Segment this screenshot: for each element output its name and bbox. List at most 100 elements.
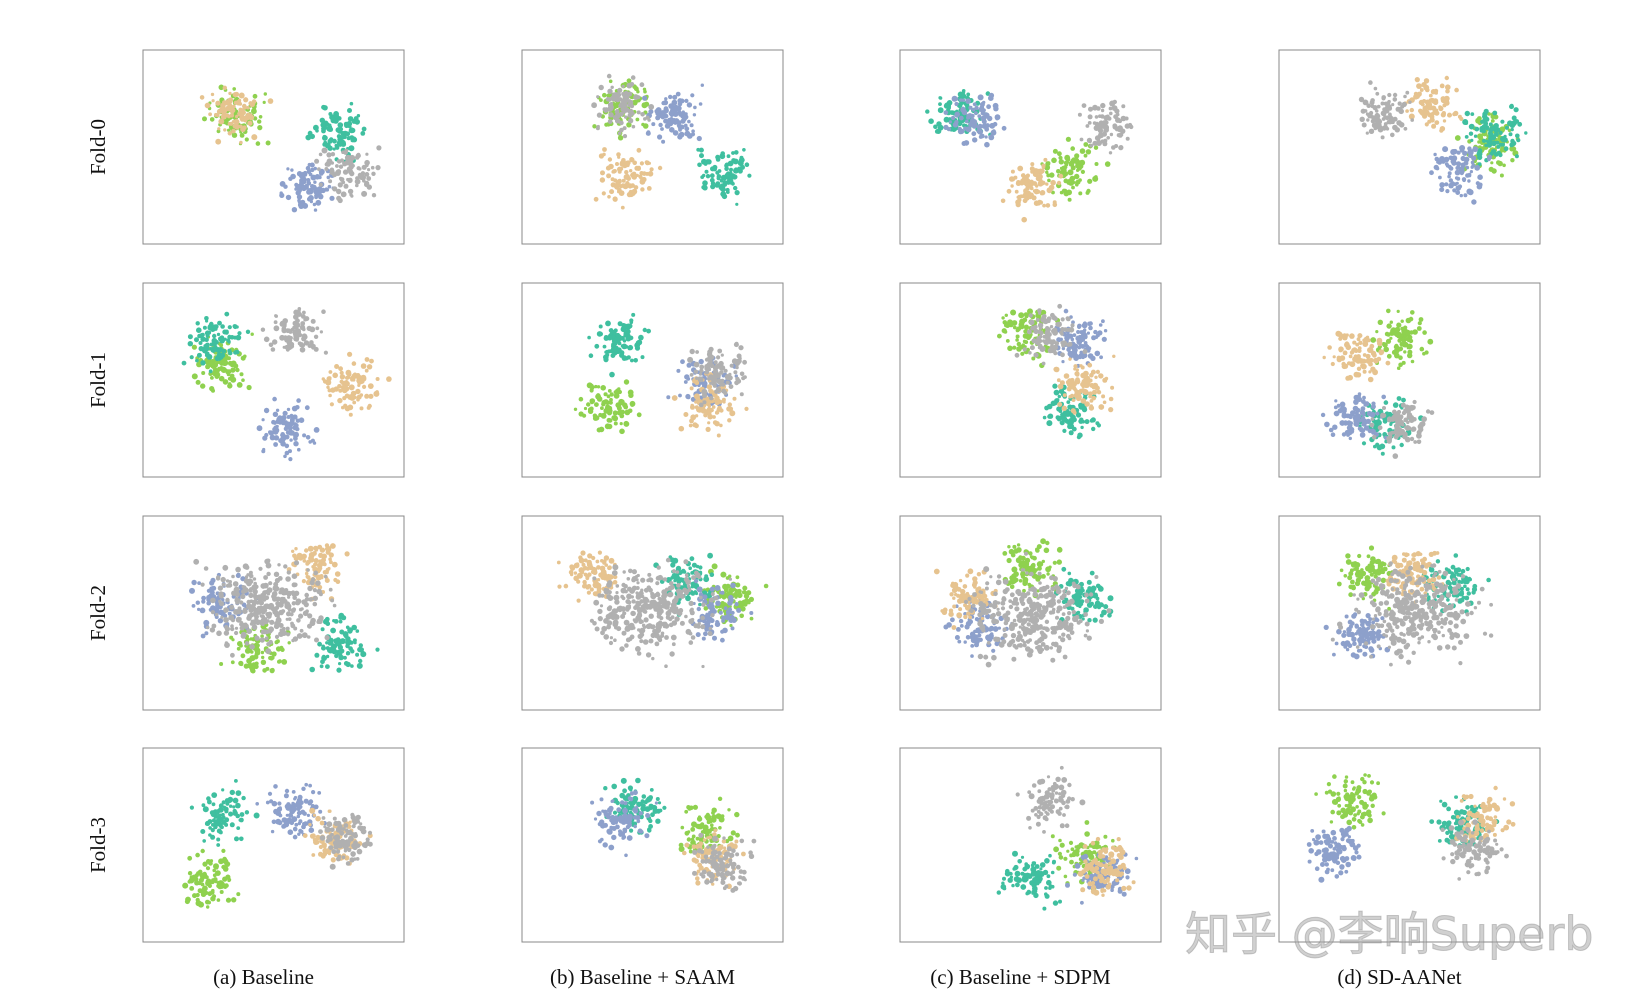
embedding-point — [730, 582, 736, 589]
embedding-point — [1330, 432, 1336, 438]
embedding-point — [636, 412, 642, 418]
embedding-point — [718, 610, 723, 615]
embedding-point — [1516, 138, 1521, 143]
embedding-point — [221, 360, 228, 366]
tsne-panel — [521, 515, 784, 711]
embedding-point — [702, 180, 708, 186]
embedding-point — [1493, 123, 1499, 129]
embedding-point — [262, 595, 268, 601]
embedding-point — [598, 426, 605, 433]
embedding-point — [624, 115, 628, 119]
embedding-point — [1067, 197, 1072, 202]
embedding-point — [317, 641, 322, 647]
embedding-point — [1096, 390, 1102, 395]
embedding-point — [617, 190, 621, 194]
embedding-point — [1049, 325, 1054, 329]
embedding-point — [646, 623, 653, 629]
embedding-point — [594, 402, 599, 407]
embedding-point — [193, 558, 200, 565]
embedding-point — [1104, 161, 1111, 167]
embedding-point — [578, 555, 583, 560]
embedding-point — [618, 398, 625, 405]
embedding-point — [1402, 434, 1408, 440]
embedding-point — [1089, 372, 1094, 378]
embedding-point — [333, 577, 338, 583]
embedding-point — [271, 594, 276, 599]
embedding-point — [613, 638, 617, 642]
embedding-point — [249, 637, 253, 641]
embedding-point — [1387, 92, 1392, 98]
embedding-point — [699, 368, 704, 373]
embedding-point — [236, 646, 241, 651]
embedding-point — [195, 379, 201, 385]
embedding-point — [729, 614, 735, 621]
embedding-point — [1108, 396, 1114, 402]
embedding-point — [696, 135, 702, 142]
embedding-point — [675, 91, 681, 97]
embedding-point — [1442, 146, 1449, 153]
embedding-point — [698, 358, 704, 365]
embedding-point — [688, 600, 694, 607]
embedding-point — [265, 648, 272, 655]
embedding-point — [963, 126, 968, 131]
embedding-point — [328, 552, 334, 558]
embedding-point — [657, 165, 663, 171]
embedding-point — [576, 598, 581, 603]
embedding-point — [615, 584, 620, 588]
embedding-point — [261, 655, 265, 660]
embedding-point — [296, 398, 301, 403]
embedding-point — [210, 376, 214, 380]
embedding-point — [310, 174, 317, 181]
embedding-point — [1039, 330, 1044, 336]
embedding-point — [739, 613, 744, 619]
embedding-point — [278, 602, 284, 608]
embedding-point — [636, 110, 641, 115]
embedding-point — [707, 421, 711, 425]
embedding-point — [272, 426, 278, 432]
embedding-point — [1375, 330, 1379, 334]
embedding-point — [1361, 441, 1367, 446]
embedding-point — [656, 635, 662, 641]
embedding-point — [735, 575, 740, 580]
embedding-point — [603, 357, 609, 363]
embedding-point — [686, 584, 691, 589]
embedding-point — [325, 379, 332, 386]
embedding-point — [730, 610, 735, 615]
embedding-point — [335, 169, 341, 175]
embedding-point — [227, 340, 231, 344]
embedding-point — [1488, 122, 1493, 127]
embedding-point — [289, 420, 294, 426]
embedding-point — [286, 407, 291, 412]
embedding-point — [285, 347, 290, 352]
embedding-point — [1467, 179, 1471, 183]
embedding-point — [317, 167, 321, 172]
embedding-point — [742, 359, 747, 365]
embedding-point — [1025, 173, 1030, 178]
embedding-point — [1017, 165, 1024, 172]
embedding-point — [355, 629, 360, 633]
embedding-point — [1033, 200, 1040, 206]
embedding-point — [702, 185, 708, 191]
embedding-point — [350, 138, 355, 143]
embedding-point — [627, 346, 631, 350]
embedding-point — [623, 97, 629, 103]
embedding-point — [716, 355, 721, 360]
embedding-point — [620, 587, 627, 594]
embedding-point — [1354, 358, 1358, 363]
embedding-point — [320, 659, 325, 665]
embedding-point — [264, 432, 269, 438]
embedding-point — [642, 171, 647, 176]
embedding-point — [306, 559, 311, 565]
embedding-point — [722, 602, 728, 607]
embedding-point — [715, 600, 721, 607]
embedding-point — [631, 173, 638, 180]
embedding-point — [338, 662, 342, 666]
embedding-point — [636, 614, 641, 619]
embedding-point — [1046, 316, 1052, 322]
embedding-point — [1416, 83, 1422, 89]
embedding-point — [1404, 425, 1411, 431]
embedding-point — [254, 635, 260, 641]
embedding-point — [1129, 124, 1134, 130]
embedding-point — [1108, 106, 1113, 111]
embedding-point — [1342, 334, 1348, 341]
